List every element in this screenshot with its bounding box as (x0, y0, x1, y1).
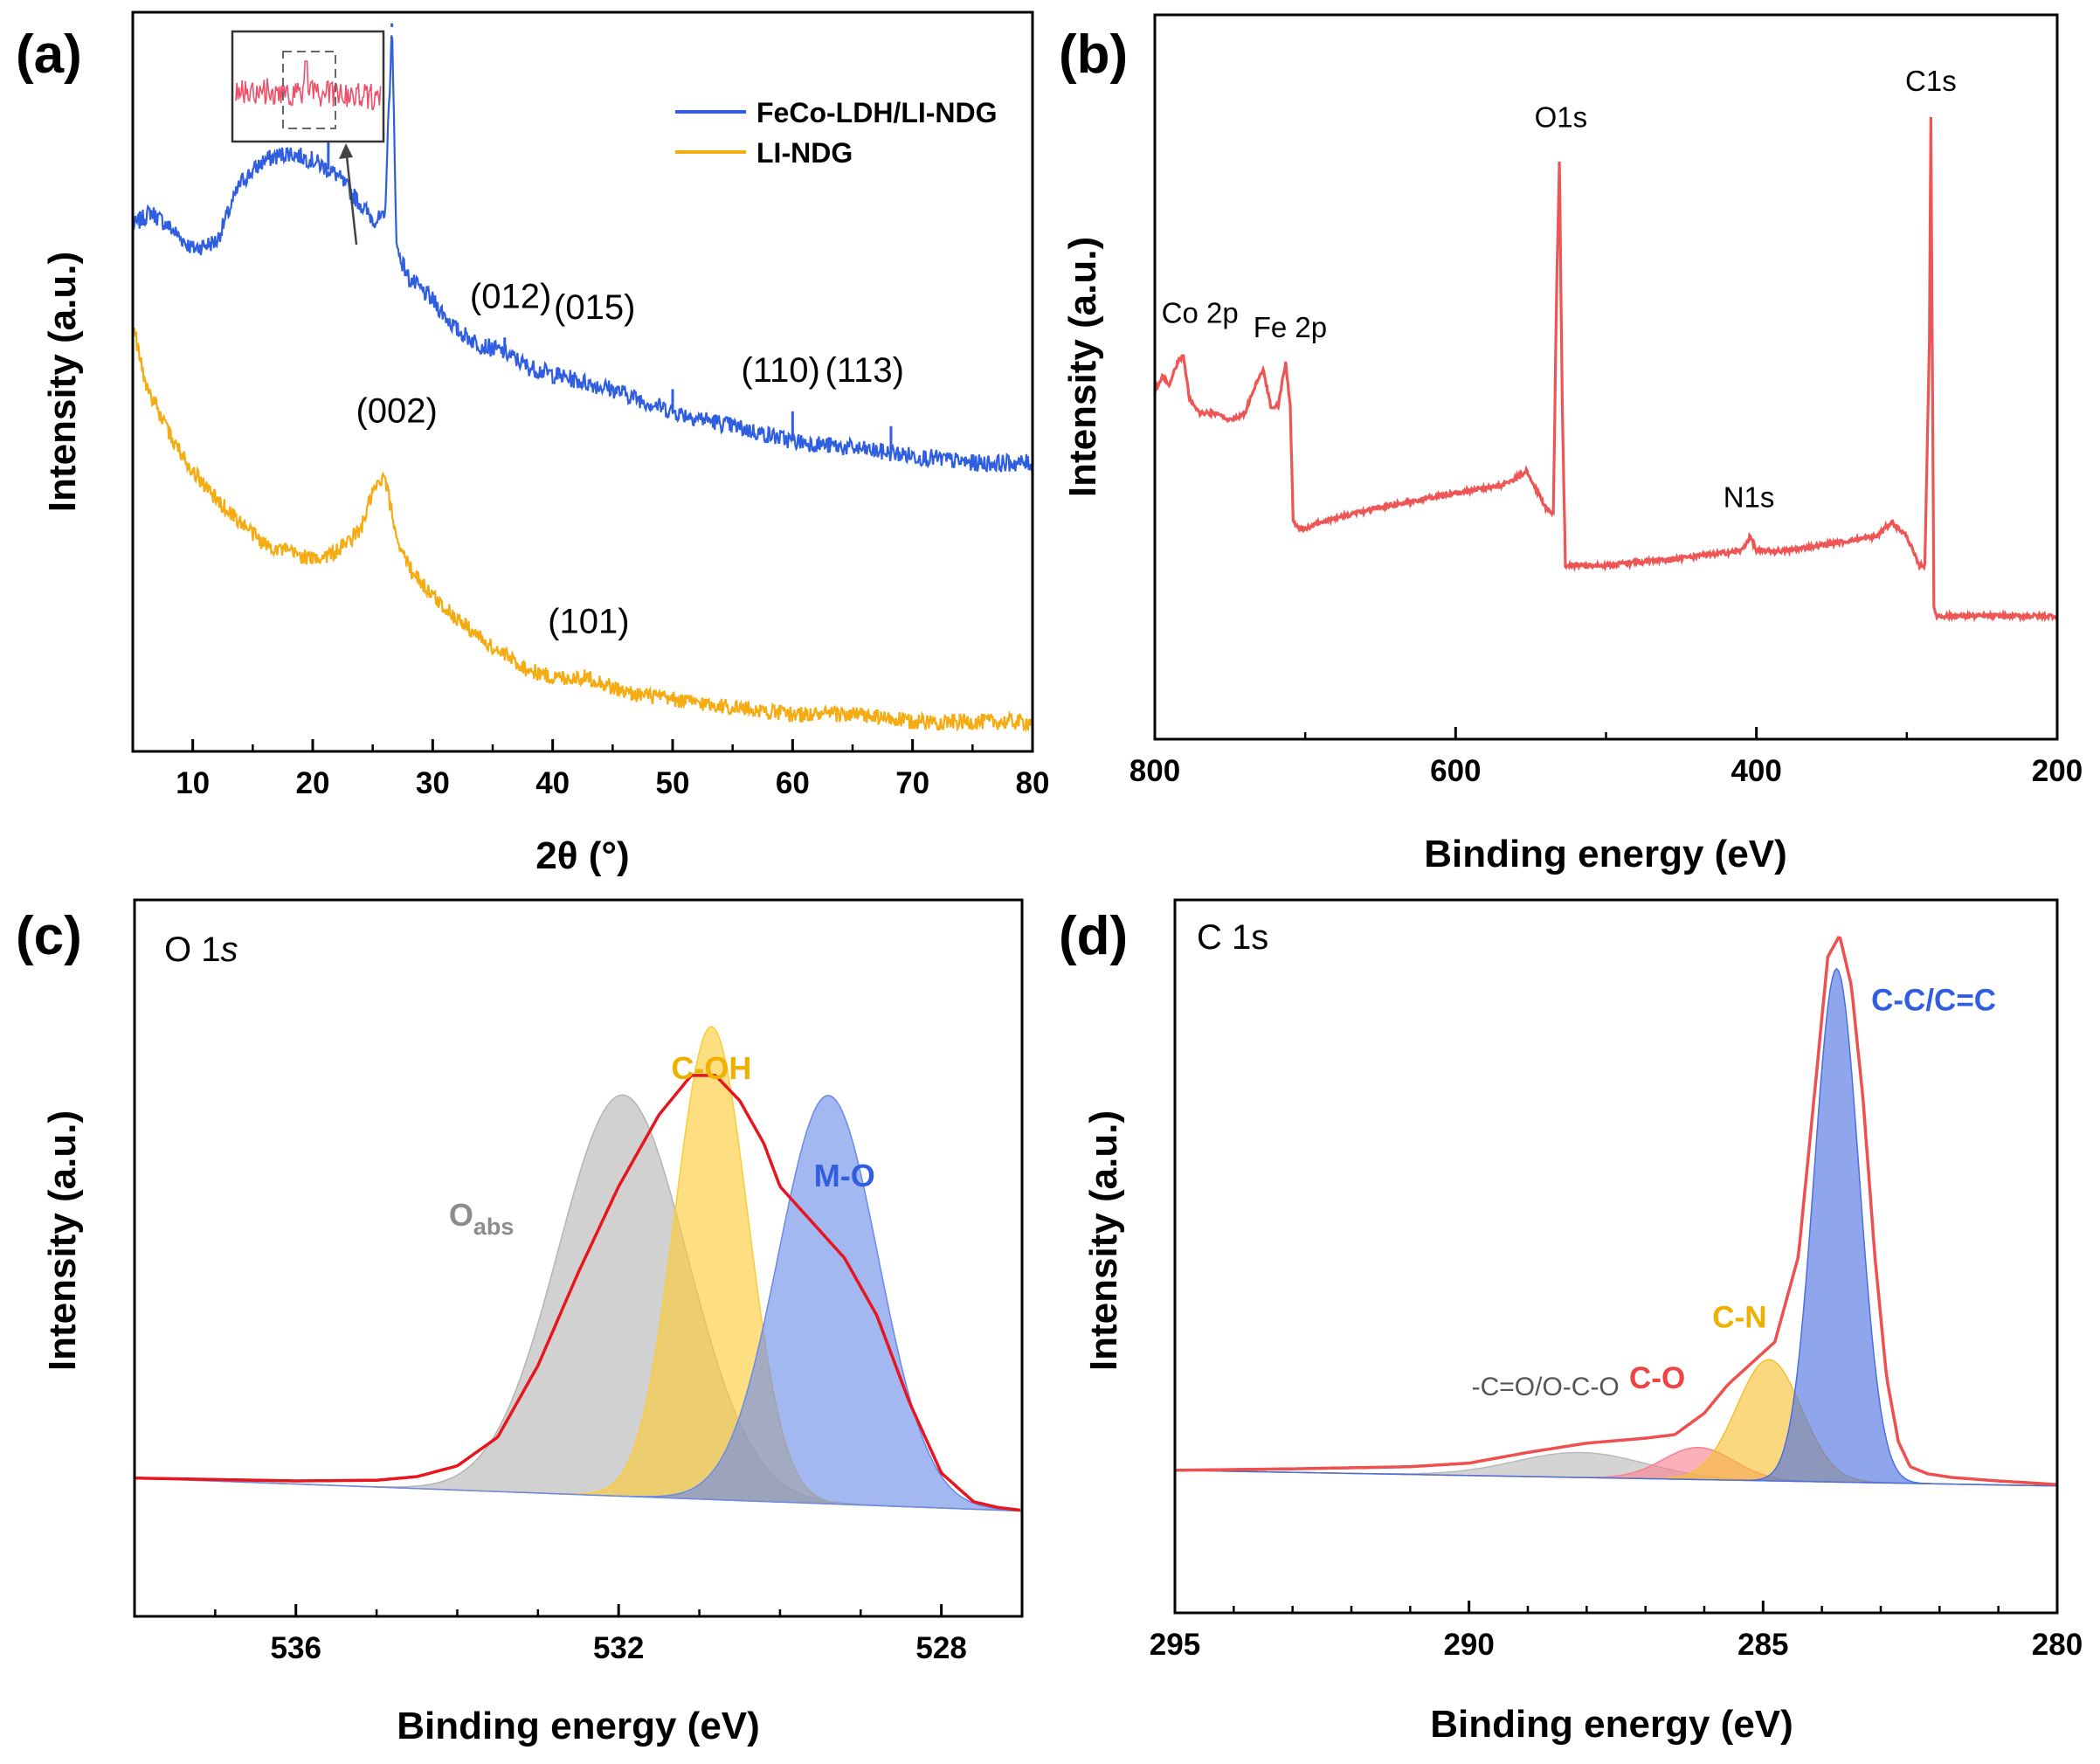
panel-b-annotations: Co 2p Fe 2p O1s N1s C1s (1162, 65, 1957, 514)
panel-b-ylabel: Intensity (a.u.) (1061, 237, 1104, 497)
panel-c-x-axis: 536 532 528 (214, 1604, 1024, 1665)
panel-c-xlabel: Binding energy (eV) (397, 1705, 760, 1747)
panel-c-ylabel: Intensity (a.u.) (41, 1110, 84, 1371)
panel-label-d: (d) (1059, 906, 1128, 966)
panel-c-title-main: O 1 (164, 930, 220, 969)
b-x-tick-label-800: 800 (1129, 754, 1180, 788)
panel-c: (c) O 1s 536 532 528 Oabs C-OH M-O Binding e… (16, 898, 1024, 1747)
c-x-tick-label-528: 528 (915, 1631, 966, 1665)
a-x-tick-label-30: 30 (416, 766, 450, 800)
peak-label-002: (002) (356, 392, 437, 431)
panel-d-x-axis: 295 290 285 280 (1150, 1601, 2083, 1662)
component-label-c-n: C-N (1712, 1301, 1766, 1335)
a-x-tick-label-70: 70 (895, 766, 929, 800)
panel-c-components (134, 1026, 1023, 1512)
panel-b: (b) 800 600 400 200 Co 2p Fe 2p O1s N1s C1s Bin… (1059, 13, 2083, 875)
panel-d-envelope (1175, 936, 2058, 1486)
component-label-c-c-c-c: C-C/C=C (1871, 983, 1996, 1017)
component-label--c-o-o-c-o: -C=O/O-C-O (1472, 1373, 1620, 1401)
series-line-lindg (131, 326, 1033, 733)
panel-c-envelope (134, 1074, 1021, 1512)
panel-d-title: C 1s (1197, 918, 1268, 957)
a-x-tick-label-40: 40 (535, 766, 570, 800)
component-label-subscript: abs (473, 1214, 515, 1240)
a-x-tick-label-50: 50 (656, 766, 690, 800)
d-x-tick-label-280: 280 (2032, 1628, 2083, 1662)
panel-label-b: (b) (1059, 24, 1128, 85)
panel-d-component-labels: -C=O/O-C-O C-O C-N C-C/C=C (1472, 983, 1996, 1401)
component-peak-c-c-c-c (1174, 967, 2058, 1487)
inset-pattern-trace (235, 60, 382, 111)
panel-b-frame (1153, 13, 2059, 741)
panel-b-xlabel: Binding energy (eV) (1424, 833, 1787, 875)
component-label-main: O (449, 1197, 473, 1233)
d-x-tick-label-285: 285 (1737, 1628, 1788, 1662)
component-label-o: Oabs (449, 1197, 515, 1240)
b-x-tick-label-600: 600 (1430, 754, 1481, 788)
panel-label-a: (a) (16, 24, 82, 85)
c-x-tick-label-532: 532 (593, 1631, 644, 1665)
legend-label-fecoldh: FeCo-LDH/LI-NDG (756, 97, 998, 128)
peak-label-113: (113) (825, 351, 904, 390)
panel-a-xlabel: 2θ (°) (535, 834, 629, 877)
series-line-xps-survey (1153, 116, 2059, 623)
legend: FeCo-LDH/LI-NDG LI-NDG (675, 97, 998, 169)
component-label-main: C-OH (671, 1050, 751, 1086)
series-line-fecoldh (131, 35, 1033, 474)
panel-c-title-italic: s (220, 930, 238, 969)
inset-zoom (231, 30, 385, 246)
peak-label-c1s: C1s (1905, 65, 1957, 97)
panel-a-x-axis: 10 20 30 40 50 60 70 80 (131, 739, 1050, 800)
inset-zoom-box (282, 51, 336, 129)
panel-a-frame (131, 10, 1034, 753)
panel-b-series (1153, 116, 2059, 623)
panel-d: (d) C 1s 295 290 285 280 -C=O/O-C-O C-O C-N C-… (1059, 898, 2083, 1746)
panel-c-component-labels: Oabs C-OH M-O (449, 1050, 875, 1240)
peak-label-n1s: N1s (1724, 481, 1775, 514)
peak-label-o1s: O1s (1535, 100, 1588, 133)
component-label-c-oh: C-OH (671, 1050, 751, 1086)
peak-label-fe-2p: Fe 2p (1254, 311, 1327, 343)
panel-c-title: O 1s (164, 930, 238, 969)
panel-label-c: (c) (16, 906, 82, 966)
a-x-tick-label-60: 60 (776, 766, 810, 800)
panel-d-frame (1173, 898, 2059, 1615)
component-peak-m-o (134, 1095, 1023, 1512)
inset-arrow-head (339, 143, 353, 159)
peak-label-co-2p: Co 2p (1162, 296, 1239, 329)
peak-label-110: (110) (741, 351, 819, 390)
legend-label-lindg: LI-NDG (756, 137, 853, 169)
b-x-tick-label-200: 200 (2032, 754, 2083, 788)
c-x-tick-label-536: 536 (271, 1631, 321, 1665)
panel-b-x-axis: 800 600 400 200 (1129, 727, 2083, 788)
a-x-tick-label-80: 80 (1016, 766, 1050, 800)
d-x-tick-label-290: 290 (1443, 1628, 1494, 1662)
peak-label-015: (015) (554, 288, 635, 327)
peak-label-012: (012) (470, 277, 551, 315)
b-x-tick-label-400: 400 (1730, 754, 1781, 788)
peak-label-101: (101) (548, 603, 629, 641)
a-x-tick-label-10: 10 (176, 766, 210, 800)
panel-a-series (131, 23, 1033, 733)
component-label-c-o: C-O (1629, 1361, 1685, 1395)
panel-c-frame (133, 898, 1024, 1618)
a-x-tick-label-20: 20 (296, 766, 330, 800)
panel-d-xlabel: Binding energy (eV) (1430, 1703, 1793, 1746)
panel-d-ylabel: Intensity (a.u.) (1082, 1110, 1125, 1371)
inset-arrow-line (344, 148, 358, 246)
component-label-main: M-O (814, 1158, 875, 1193)
panel-a-ylabel: Intensity (a.u.) (41, 252, 84, 512)
component-label-m-o: M-O (814, 1158, 875, 1193)
panel-d-components (1174, 967, 2058, 1487)
envelope-line (134, 1074, 1021, 1512)
envelope-line (1175, 936, 2058, 1486)
d-x-tick-label-295: 295 (1150, 1628, 1200, 1662)
